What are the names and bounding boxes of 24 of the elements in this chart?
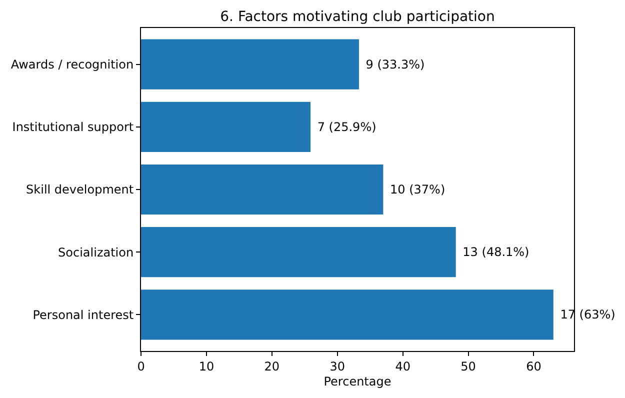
x-tick-label: 40 xyxy=(395,359,410,374)
x-tick-label: 30 xyxy=(330,359,346,374)
data-label: 7 (25.9%) xyxy=(314,120,376,134)
x-tick-label: 0 xyxy=(137,359,145,374)
bar xyxy=(141,227,456,278)
chart-title: 6. Factors motivating club participation xyxy=(220,8,495,25)
y-tick-label: Skill development xyxy=(26,182,134,197)
bar xyxy=(141,290,554,340)
bar xyxy=(141,39,359,90)
x-tick-label: 20 xyxy=(264,359,280,374)
data-label: 10 (37%) xyxy=(386,182,446,196)
x-axis-title: Percentage xyxy=(324,374,392,388)
x-tick-label: 50 xyxy=(460,359,476,374)
x-tick-label: 60 xyxy=(526,359,542,374)
y-tick-label: Socialization xyxy=(58,245,134,260)
y-tick-label: Awards / recognition xyxy=(10,58,134,72)
y-tick-label: Personal interest xyxy=(32,308,134,322)
y-tick-label: Institutional support xyxy=(12,120,134,134)
bar xyxy=(141,164,384,215)
data-label: 17 (63%) xyxy=(556,308,616,322)
bar xyxy=(141,102,311,152)
data-label: 13 (48.1%) xyxy=(458,245,530,260)
x-tick-label: 10 xyxy=(198,359,214,374)
data-label: 9 (33.3%) xyxy=(362,57,425,72)
